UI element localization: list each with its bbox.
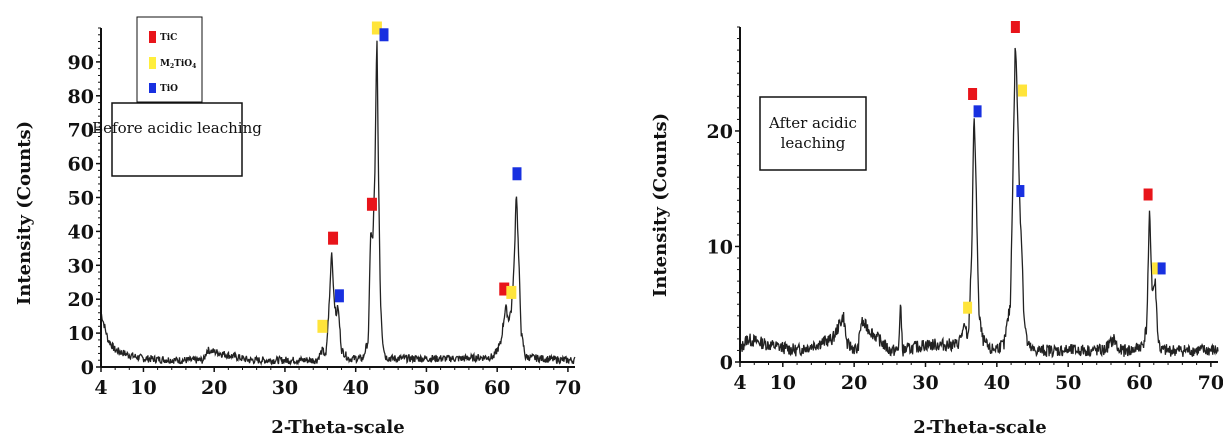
x-tick-label: 70 [1198, 372, 1223, 394]
x-tick-label: 10 [130, 377, 156, 399]
y-tick-label: 0 [81, 357, 94, 379]
phase-marker-tio [379, 28, 388, 41]
y-tick-label: 20 [707, 121, 733, 143]
x-tick-label: 20 [841, 372, 867, 394]
y-tick-label: 20 [68, 289, 94, 311]
legend-label-tic: TiC [160, 33, 177, 43]
y-ticks-after: 0 10 20 [707, 27, 740, 374]
y-tick-label: 10 [707, 236, 733, 258]
y-tick-label: 70 [68, 120, 94, 142]
x-tick-label: 4 [94, 377, 107, 399]
annotation-box-before: Before acidic leaching [92, 103, 262, 176]
y-tick-label: 50 [68, 188, 94, 210]
xrd-pattern-line [740, 48, 1218, 357]
x-tick-label: 10 [770, 372, 796, 394]
y-ticks-before: 0 10 20 30 40 50 60 70 80 90 [68, 28, 101, 379]
phase-marker-m2tio4 [1018, 85, 1027, 97]
legend-swatch-tio [149, 83, 156, 93]
y-tick-label: 0 [720, 352, 733, 374]
y-tick-label: 30 [68, 255, 94, 277]
x-ticks-after: 4 10 20 30 40 50 60 70 [733, 362, 1223, 394]
phase-marker-tio [974, 105, 982, 117]
legend: TiC M2TiO4 TiO [137, 17, 202, 102]
annotation-text: Before acidic leaching [92, 119, 262, 137]
phase-markers-after [963, 21, 1166, 314]
x-axis-label: 2-Theta-scale [913, 417, 1046, 438]
x-tick-label: 60 [484, 377, 510, 399]
y-tick-label: 80 [68, 86, 94, 108]
annotation-frame [112, 103, 242, 176]
x-tick-label: 4 [733, 372, 746, 394]
legend-swatch-tic [149, 31, 156, 43]
legend-label-m2tio4: M2TiO4 [160, 59, 196, 70]
x-axis-label: 2-Theta-scale [271, 417, 404, 438]
x-tick-label: 30 [272, 377, 298, 399]
phase-marker-m2tio4 [317, 320, 327, 333]
chart-after-leaching: 4 10 20 30 40 50 60 70 0 10 20 2-Theta-scale Inte… [650, 21, 1223, 438]
x-tick-label: 40 [342, 377, 368, 399]
x-tick-label: 50 [1055, 372, 1081, 394]
x-tick-label: 40 [984, 372, 1010, 394]
phase-marker-m2tio4 [506, 286, 516, 299]
phase-markers-before [317, 22, 521, 333]
x-ticks-before: 4 10 20 30 40 50 60 70 [94, 367, 581, 399]
phase-marker-tic [367, 198, 377, 211]
phase-marker-tic [1144, 189, 1153, 201]
chart-before-leaching: 4 10 20 30 40 50 60 70 0 10 20 30 40 50 60 70 80 90 2-Th… [14, 17, 581, 438]
x-tick-label: 50 [413, 377, 439, 399]
plot-area-after [740, 48, 1218, 357]
y-tick-label: 10 [68, 323, 94, 345]
x-tick-label: 70 [555, 377, 581, 399]
x-tick-label: 60 [1126, 372, 1152, 394]
annotation-box-after: After acidic leaching [760, 97, 866, 170]
y-tick-label: 40 [68, 221, 94, 243]
phase-marker-tio [512, 167, 521, 180]
legend-label-tio: TiO [160, 84, 178, 94]
x-tick-label: 20 [201, 377, 227, 399]
y-tick-label: 90 [68, 52, 94, 74]
phase-marker-tic [968, 88, 977, 100]
phase-marker-tic [1011, 21, 1020, 33]
legend-swatch-m2tio4 [149, 57, 156, 69]
phase-marker-tic [328, 232, 338, 245]
y-tick-label: 60 [68, 154, 94, 176]
y-axis-label: Intensity (Counts) [650, 113, 671, 297]
phase-marker-tio [1016, 185, 1024, 197]
phase-marker-m2tio4 [963, 302, 972, 314]
phase-marker-tio [335, 289, 344, 302]
phase-marker-tio [1158, 262, 1166, 274]
x-tick-label: 30 [912, 372, 938, 394]
y-axis-label: Intensity (Counts) [14, 121, 35, 305]
